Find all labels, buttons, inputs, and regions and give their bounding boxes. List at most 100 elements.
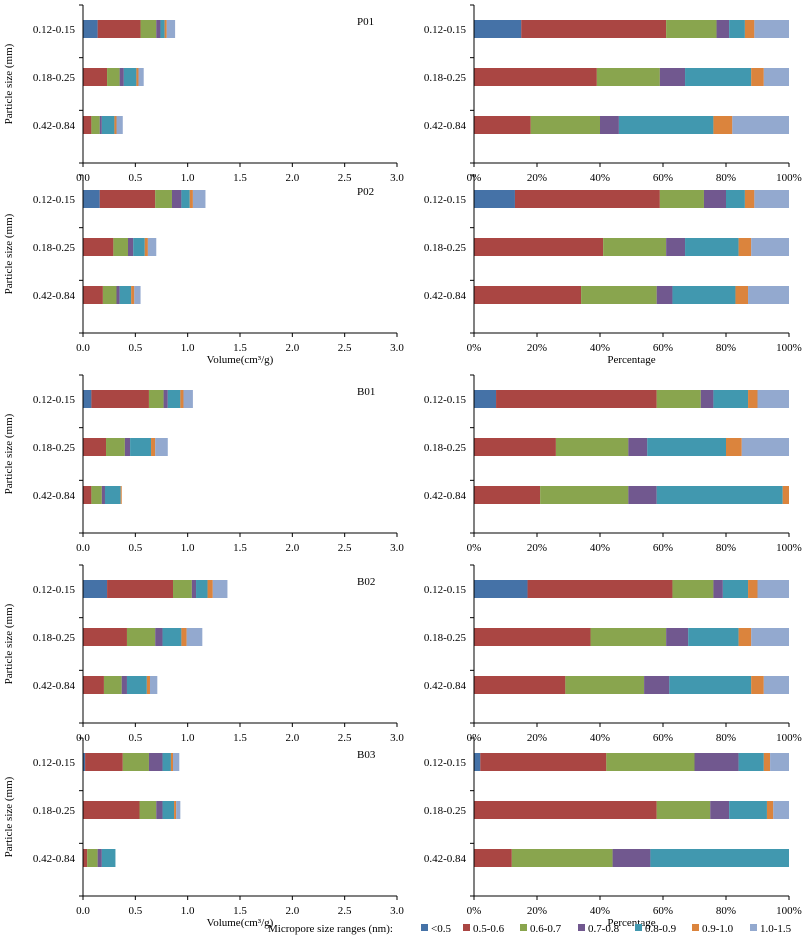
bar-segment-B03-percentage-1-2 <box>656 801 711 819</box>
bar-segment-B02-volume-1-5 <box>181 628 187 646</box>
bar-segment-B01-volume-2-4 <box>104 486 121 504</box>
bar-segment-P02-percentage-0-4 <box>726 190 745 208</box>
bar-segment-P02-percentage-1-5 <box>738 238 752 256</box>
bar-segment-B02-volume-2-4 <box>126 676 147 694</box>
x-tick-label: 2.5 <box>338 342 352 354</box>
bar-segment-B03-volume-0-3 <box>148 753 163 771</box>
bar-segment-P01-volume-2-5 <box>114 116 117 134</box>
bar-segment-P02-percentage-2-6 <box>748 286 789 304</box>
category-label: 0.12-0.15 <box>33 24 76 36</box>
bar-segment-B02-volume-1-6 <box>186 628 203 646</box>
bar-segment-B02-volume-2-5 <box>146 676 150 694</box>
bar-segment-P01-volume-0-1 <box>97 20 141 38</box>
x-tick-label: 20% <box>527 172 547 184</box>
bar-segment-B02-percentage-0-2 <box>672 580 714 598</box>
x-tick-label: 2.0 <box>285 905 299 917</box>
x-tick-label: 20% <box>527 342 547 354</box>
x-tick-label: 80% <box>716 542 736 554</box>
bar-segment-P01-volume-0-5 <box>164 20 167 38</box>
bar-segment-B01-volume-0-4 <box>167 390 181 408</box>
y-axis-title: Particle size (mm) <box>3 603 15 684</box>
x-tick-label: 3.0 <box>390 542 404 554</box>
bar-segment-P01-volume-2-4 <box>101 116 115 134</box>
category-label: 0.42-0.84 <box>424 120 467 132</box>
legend-label: 0.8-0.9 <box>645 923 677 935</box>
bar-segment-P01-volume-0-0 <box>83 20 98 38</box>
x-tick-label: 100% <box>776 905 802 917</box>
bar-segment-B03-percentage-0-2 <box>606 753 695 771</box>
bar-segment-B02-percentage-1-6 <box>751 628 789 646</box>
x-tick-label: 1.5 <box>233 342 247 354</box>
bar-segment-B02-percentage-0-6 <box>757 580 789 598</box>
x-tick-label: 1.0 <box>181 342 195 354</box>
bar-segment-B01-percentage-2-4 <box>656 486 783 504</box>
sample-label: B02 <box>357 576 375 588</box>
bar-segment-P01-volume-2-6 <box>116 116 123 134</box>
bar-segment-B01-volume-1-1 <box>83 438 107 456</box>
x-tick-label: 1.0 <box>181 542 195 554</box>
bar-segment-P01-volume-0-4 <box>160 20 165 38</box>
bar-segment-P02-volume-2-6 <box>134 286 141 304</box>
category-label: 0.12-0.15 <box>424 194 467 206</box>
x-tick-label: 80% <box>716 905 736 917</box>
x-tick-label: 40% <box>590 905 610 917</box>
legend-swatch <box>520 924 527 931</box>
bar-segment-P01-volume-2-3 <box>99 116 102 134</box>
bar-segment-P02-volume-0-1 <box>99 190 156 208</box>
bar-segment-P02-volume-0-6 <box>192 190 206 208</box>
x-tick-label: 0.0 <box>76 342 90 354</box>
bar-segment-B02-volume-1-1 <box>83 628 127 646</box>
x-tick-label: 100% <box>776 732 802 744</box>
sample-label: B01 <box>357 386 375 398</box>
bar-segment-B02-volume-2-2 <box>103 676 122 694</box>
legend-swatch <box>463 924 470 931</box>
bar-segment-P02-volume-1-6 <box>147 238 157 256</box>
sample-label: P01 <box>357 16 374 28</box>
x-tick-label: 3.0 <box>390 905 404 917</box>
bar-segment-B02-percentage-0-3 <box>713 580 723 598</box>
x-tick-label: 0.0 <box>76 542 90 554</box>
category-label: 0.18-0.25 <box>424 805 467 817</box>
bar-segment-B03-volume-1-6 <box>176 801 181 819</box>
bar-segment-P01-percentage-1-3 <box>659 68 686 86</box>
bar-segment-P01-percentage-1-1 <box>474 68 597 86</box>
bar-segment-B01-percentage-0-0 <box>474 390 497 408</box>
bar-segment-P02-volume-2-4 <box>119 286 132 304</box>
bar-segment-P01-percentage-1-4 <box>685 68 752 86</box>
bar-segment-B02-percentage-2-4 <box>669 676 752 694</box>
bar-segment-B03-percentage-2-2 <box>511 849 613 867</box>
x-tick-label: 0.5 <box>128 542 142 554</box>
x-tick-label: 1.5 <box>233 905 247 917</box>
bar-segment-B03-percentage-1-3 <box>710 801 730 819</box>
bar-segment-B01-percentage-0-6 <box>757 390 789 408</box>
bar-segment-B01-percentage-0-4 <box>713 390 749 408</box>
x-axis-title: Percentage <box>607 354 655 366</box>
category-label: 0.18-0.25 <box>33 442 76 454</box>
bar-segment-B02-percentage-1-5 <box>738 628 752 646</box>
x-tick-label: 2.5 <box>338 905 352 917</box>
panel-B02-percentage: 0.12-0.150.18-0.250.42-0.840%20%40%60%80… <box>424 564 802 744</box>
category-label: 0.42-0.84 <box>33 290 76 302</box>
y-axis-title: Particle size (mm) <box>3 43 15 124</box>
x-tick-label: 2.0 <box>285 342 299 354</box>
bar-segment-B02-percentage-0-0 <box>474 580 528 598</box>
bar-segment-P02-volume-0-0 <box>83 190 100 208</box>
bar-segment-P02-percentage-1-4 <box>685 238 739 256</box>
bar-segment-B03-percentage-2-1 <box>474 849 512 867</box>
bar-segment-P01-percentage-1-2 <box>596 68 660 86</box>
bar-segment-B03-volume-2-4 <box>101 849 116 867</box>
bar-segment-B02-volume-2-6 <box>149 676 158 694</box>
bar-segment-P02-percentage-0-6 <box>754 190 789 208</box>
bar-segment-P01-volume-1-6 <box>138 68 144 86</box>
bar-segment-P02-volume-0-4 <box>181 190 190 208</box>
x-tick-label: 80% <box>716 732 736 744</box>
bar-segment-B03-volume-0-5 <box>170 753 174 771</box>
bar-segment-B03-volume-2-1 <box>83 849 88 867</box>
bar-segment-B03-volume-0-0 <box>83 753 86 771</box>
bar-segment-B03-percentage-0-1 <box>480 753 607 771</box>
bar-segment-B02-percentage-1-4 <box>688 628 739 646</box>
bar-segment-B02-percentage-1-3 <box>666 628 689 646</box>
bar-segment-B03-volume-1-3 <box>156 801 163 819</box>
x-tick-label: 2.0 <box>285 732 299 744</box>
